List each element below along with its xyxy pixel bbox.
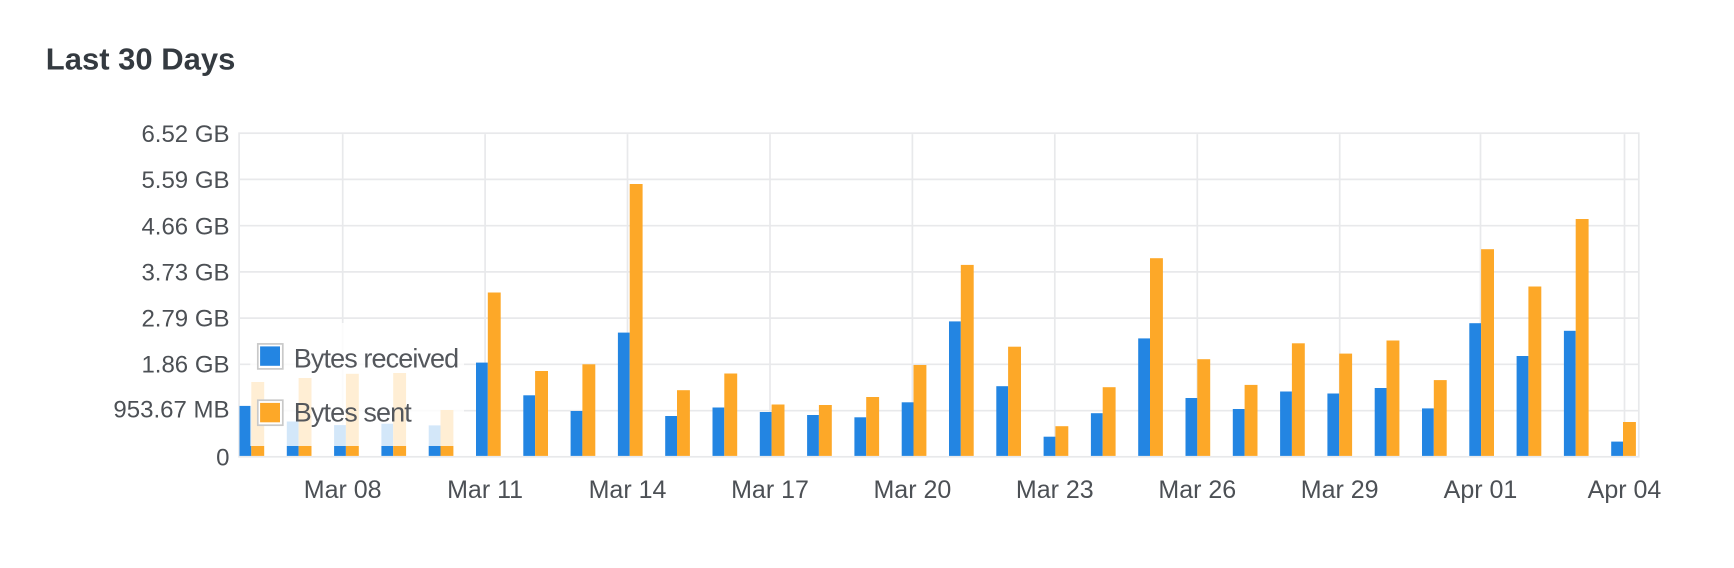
svg-text:Mar 26: Mar 26 bbox=[1158, 476, 1236, 504]
svg-text:2.79 GB: 2.79 GB bbox=[141, 306, 229, 333]
svg-text:Mar 14: Mar 14 bbox=[589, 476, 667, 504]
svg-text:Mar 17: Mar 17 bbox=[731, 476, 809, 504]
svg-text:Bytes received: Bytes received bbox=[294, 344, 458, 374]
svg-text:Last 30 Days: Last 30 Days bbox=[46, 42, 236, 77]
svg-text:3.73 GB: 3.73 GB bbox=[141, 259, 229, 286]
svg-text:0: 0 bbox=[216, 445, 229, 472]
svg-text:Mar 29: Mar 29 bbox=[1301, 476, 1379, 504]
svg-text:Mar 11: Mar 11 bbox=[447, 476, 523, 504]
svg-text:953.67 MB: 953.67 MB bbox=[113, 397, 229, 424]
svg-text:Bytes sent: Bytes sent bbox=[294, 398, 412, 428]
svg-text:Mar 08: Mar 08 bbox=[304, 476, 382, 504]
svg-text:5.59 GB: 5.59 GB bbox=[141, 167, 229, 194]
svg-text:6.52 GB: 6.52 GB bbox=[141, 121, 229, 148]
svg-text:Apr 01: Apr 01 bbox=[1444, 476, 1518, 504]
svg-text:Mar 23: Mar 23 bbox=[1016, 476, 1094, 504]
svg-text:4.66 GB: 4.66 GB bbox=[141, 213, 229, 240]
svg-text:Mar 20: Mar 20 bbox=[873, 476, 951, 504]
svg-text:1.86 GB: 1.86 GB bbox=[141, 352, 229, 379]
svg-text:Apr 04: Apr 04 bbox=[1588, 476, 1662, 504]
